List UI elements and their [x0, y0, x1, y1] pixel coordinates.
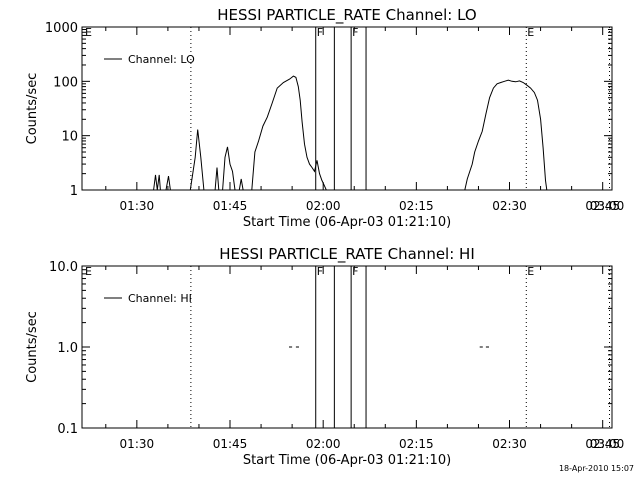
x-axis-label: Start Time (06-Apr-03 01:21:10) — [243, 215, 451, 230]
series-line-segment — [464, 79, 548, 191]
x-tick-label: 02:45 — [585, 199, 620, 213]
chart-title: HESSI PARTICLE_RATE Channel: HI — [219, 245, 475, 264]
chart-title: HESSI PARTICLE_RATE Channel: LO — [217, 6, 476, 25]
series-line-segment — [251, 75, 327, 191]
series-line-segment — [189, 129, 205, 191]
x-tick-label: 02:00 — [306, 199, 341, 213]
x-tick-label: 02:00 — [306, 437, 341, 451]
y-axis-label: Counts/sec — [25, 311, 40, 383]
marker-label: F — [317, 26, 323, 39]
marker-label: E — [85, 265, 92, 278]
plot-panel-hi — [81, 265, 613, 429]
y-tick-label: 10 — [61, 130, 78, 145]
y-axis-label: Counts/sec — [25, 73, 40, 145]
series-line-segment — [153, 174, 161, 191]
x-tick-label: 02:30 — [492, 437, 527, 451]
legend-label: Channel: LO — [128, 53, 195, 66]
x-tick-label: 01:45 — [213, 199, 248, 213]
x-tick-label: 03:00 — [590, 199, 625, 213]
y-tick-label: 1.0 — [57, 341, 78, 356]
series-line-segment — [238, 178, 244, 191]
x-tick-label: 01:45 — [213, 437, 248, 451]
y-tick-label: 10.0 — [49, 260, 78, 275]
marker-label: E — [527, 265, 534, 278]
y-tick-label: 100 — [53, 75, 78, 90]
plot-frame — [81, 265, 613, 429]
y-tick-label: 1000 — [45, 21, 78, 36]
footer-timestamp: 18-Apr-2010 15:07 — [558, 464, 634, 473]
x-tick-label: 01:30 — [120, 199, 155, 213]
x-tick-label: 03:00 — [590, 437, 625, 451]
series-line-segment — [214, 167, 220, 191]
x-tick-label: 02:30 — [492, 199, 527, 213]
x-tick-label: 02:15 — [399, 437, 434, 451]
x-tick-label: 01:30 — [120, 437, 155, 451]
x-tick-label: 02:15 — [399, 199, 434, 213]
plot-frame — [81, 26, 613, 191]
plot-panel-lo — [81, 26, 613, 191]
y-tick-label: 1 — [70, 184, 78, 199]
x-tick-label: 02:45 — [585, 437, 620, 451]
marker-label: F — [317, 265, 323, 278]
series-line-segment — [165, 176, 171, 191]
marker-label: E — [85, 26, 92, 39]
legend-label: Channel: HI — [128, 292, 192, 305]
x-axis-label: Start Time (06-Apr-03 01:21:10) — [243, 453, 451, 468]
y-tick-label: 0.1 — [57, 422, 78, 437]
marker-label: F — [352, 26, 358, 39]
marker-label: E — [527, 26, 534, 39]
series-line-segment — [222, 146, 236, 191]
marker-label: F — [352, 265, 358, 278]
